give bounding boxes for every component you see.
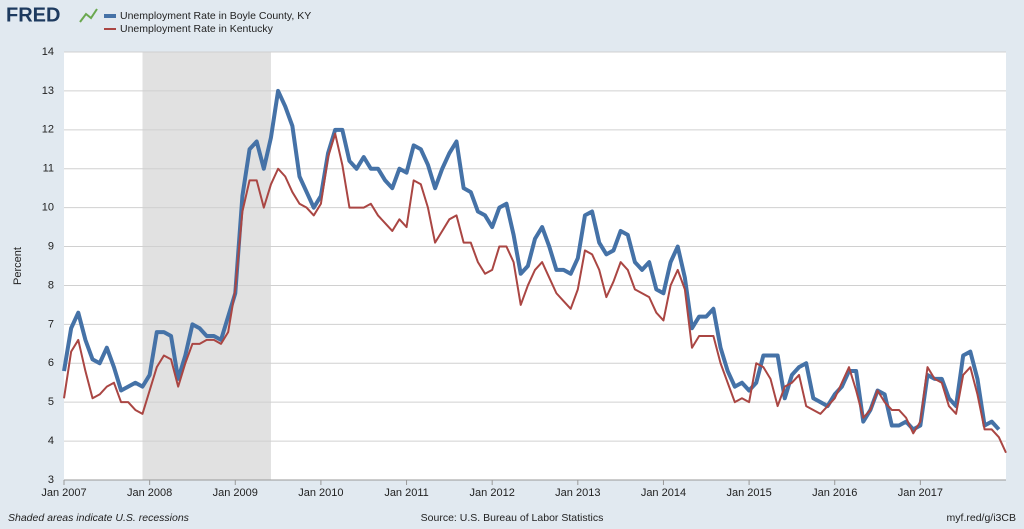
- x-tick-label: Jan 2008: [127, 487, 172, 499]
- y-tick-label: 5: [48, 396, 54, 408]
- y-tick-label: 12: [42, 124, 54, 136]
- y-tick-label: 10: [42, 202, 54, 214]
- y-tick-label: 3: [48, 474, 54, 486]
- legend-label: Unemployment Rate in Boyle County, KY: [120, 10, 311, 22]
- y-axis-label: Percent: [12, 247, 24, 285]
- x-tick-label: Jan 2009: [213, 487, 258, 499]
- y-tick-label: 14: [42, 46, 54, 58]
- x-tick-label: Jan 2011: [384, 487, 428, 499]
- brand-logo: FRED: [6, 4, 60, 26]
- x-tick-label: Jan 2017: [898, 487, 943, 499]
- series-line: [62, 88, 1001, 432]
- series-line: [63, 132, 1007, 454]
- link: myf.red/g/i3CB: [947, 512, 1016, 524]
- y-tick-label: 6: [48, 357, 54, 369]
- y-tick-label: 9: [48, 240, 54, 252]
- y-tick-label: 7: [48, 318, 54, 330]
- y-tick-label: 8: [48, 279, 54, 291]
- x-tick-label: Jan 2012: [470, 487, 515, 499]
- y-tick-label: 13: [42, 85, 54, 97]
- x-tick-label: Jan 2015: [726, 487, 771, 499]
- x-tick-label: Jan 2014: [641, 487, 686, 499]
- source: Source: U.S. Bureau of Labor Statistics: [421, 512, 604, 524]
- logo-icon: [79, 8, 98, 23]
- x-tick-label: Jan 2007: [41, 487, 86, 499]
- y-tick-label: 4: [48, 435, 54, 447]
- y-tick-label: 11: [43, 163, 54, 175]
- recession-shade: [142, 52, 271, 480]
- legend-label: Unemployment Rate in Kentucky: [120, 23, 274, 35]
- recession-note: Shaded areas indicate U.S. recessions: [8, 512, 190, 524]
- x-tick-label: Jan 2013: [555, 487, 600, 499]
- x-tick-label: Jan 2010: [298, 487, 343, 499]
- x-tick-label: Jan 2016: [812, 487, 857, 499]
